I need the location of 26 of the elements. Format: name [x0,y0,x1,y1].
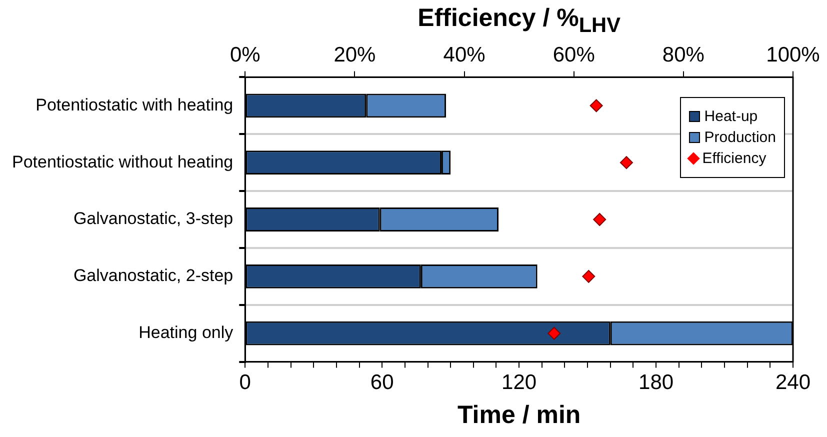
point [582,270,596,283]
y-tick-label: Galvanostatic, 2-step [73,266,234,286]
point [548,326,561,340]
legend-label: Efficiency [702,150,766,168]
point [590,99,603,112]
legend-label: Production [704,129,776,146]
y-tick-label: Heating only [138,323,234,342]
x-tick-label: 240 [775,371,811,394]
x2-tick-label: 80% [662,43,704,66]
x-tick-label: 60 [370,371,394,394]
x-tick-label: 0 [239,371,251,394]
point [593,213,606,226]
y-tick-label: Galvanostatic, 3-step [73,209,234,228]
x2-tick-label: 60% [552,43,595,66]
x-axis-title: Time / min [457,400,581,429]
x2-tick-label: 20% [334,43,376,66]
y-tick-label: Potentiostatic with heating [36,95,234,114]
x2-tick-label: 0% [230,43,260,66]
legend-label: Heat-up [704,108,758,126]
y-tick-label: Potentiostatic without heating [12,152,234,172]
x-tick-label: 180 [638,371,674,394]
x2-tick-label: 100% [766,43,820,66]
x2-axis-title: Efficiency / %$_{LHV}$ [416,4,622,38]
x-tick-label: 120 [502,371,537,394]
point [620,156,633,170]
x2-tick-label: 40% [443,43,486,66]
